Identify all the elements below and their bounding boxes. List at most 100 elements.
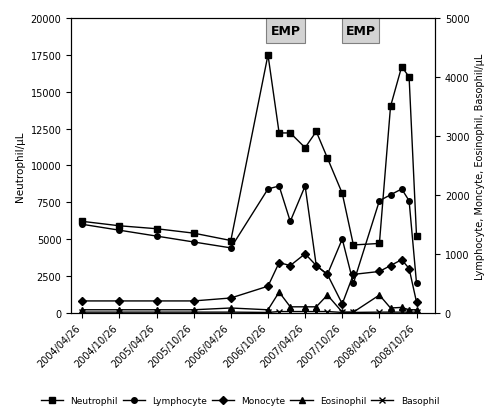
Lymphocyte: [376, 199, 382, 204]
Basophil: [265, 310, 271, 315]
Basophil: [406, 310, 412, 315]
Neutrophil: [398, 65, 404, 70]
Neutrophil: [265, 53, 271, 58]
Lymphocyte: [288, 219, 294, 224]
Lymphocyte: [302, 184, 308, 189]
Monocyte: [406, 266, 412, 271]
Eosinophil: [228, 306, 234, 311]
Monocyte: [398, 258, 404, 263]
Eosinophil: [276, 290, 282, 295]
Line: Neutrophil: Neutrophil: [80, 53, 419, 248]
Neutrophil: [314, 130, 320, 135]
Lymphocyte: [116, 228, 122, 233]
Basophil: [228, 310, 234, 315]
Eosinophil: [324, 293, 330, 298]
Neutrophil: [154, 227, 160, 232]
Monocyte: [288, 263, 294, 268]
Monocyte: [80, 299, 86, 304]
Lymphocyte: [80, 222, 86, 227]
Bar: [266, 19, 305, 44]
Monocyte: [302, 252, 308, 256]
Eosinophil: [350, 310, 356, 315]
Text: EMP: EMP: [346, 25, 376, 38]
Basophil: [116, 310, 122, 315]
Lymphocyte: [314, 263, 320, 268]
Eosinophil: [190, 308, 196, 313]
Eosinophil: [302, 305, 308, 310]
Basophil: [376, 310, 382, 315]
Neutrophil: [414, 234, 420, 239]
Line: Eosinophil: Eosinophil: [80, 290, 419, 315]
Basophil: [398, 310, 404, 315]
Line: Basophil: Basophil: [80, 309, 419, 316]
Y-axis label: Lymphocyte, Moncyte, Eosinophil, Basophil/μL: Lymphocyte, Moncyte, Eosinophil, Basophi…: [475, 53, 485, 279]
Eosinophil: [80, 308, 86, 313]
Monocyte: [324, 272, 330, 277]
Lymphocyte: [406, 199, 412, 204]
Monocyte: [154, 299, 160, 304]
Eosinophil: [314, 305, 320, 310]
Lymphocyte: [228, 246, 234, 251]
Lymphocyte: [340, 237, 345, 242]
Eosinophil: [414, 308, 420, 313]
Neutrophil: [80, 219, 86, 224]
Eosinophil: [376, 293, 382, 298]
Lymphocyte: [190, 240, 196, 245]
Lymphocyte: [265, 187, 271, 192]
Eosinophil: [154, 308, 160, 313]
Neutrophil: [288, 131, 294, 136]
Neutrophil: [350, 243, 356, 248]
Monocyte: [276, 261, 282, 266]
Lymphocyte: [414, 281, 420, 286]
Bar: [342, 19, 380, 44]
Neutrophil: [276, 131, 282, 136]
Eosinophil: [340, 310, 345, 315]
Eosinophil: [288, 305, 294, 310]
Lymphocyte: [398, 187, 404, 192]
Eosinophil: [406, 308, 412, 313]
Basophil: [190, 310, 196, 315]
Basophil: [302, 309, 308, 314]
Monocyte: [340, 301, 345, 306]
Monocyte: [414, 300, 420, 305]
Lymphocyte: [350, 281, 356, 286]
Basophil: [288, 309, 294, 314]
Lymphocyte: [324, 272, 330, 277]
Neutrophil: [340, 191, 345, 196]
Legend: Neutrophil, Lymphocyte, Monocyte, Eosinophil, Basophil: Neutrophil, Lymphocyte, Monocyte, Eosino…: [37, 392, 443, 408]
Monocyte: [350, 272, 356, 277]
Eosinophil: [388, 306, 394, 311]
Basophil: [80, 310, 86, 315]
Monocyte: [388, 263, 394, 268]
Y-axis label: Neutrophil/μL: Neutrophil/μL: [15, 131, 25, 201]
Lymphocyte: [388, 193, 394, 198]
Basophil: [276, 309, 282, 314]
Neutrophil: [324, 156, 330, 161]
Monocyte: [265, 284, 271, 289]
Monocyte: [228, 296, 234, 301]
Neutrophil: [228, 238, 234, 243]
Neutrophil: [406, 75, 412, 80]
Basophil: [324, 309, 330, 314]
Basophil: [314, 309, 320, 314]
Basophil: [414, 310, 420, 315]
Basophil: [350, 310, 356, 315]
Lymphocyte: [276, 184, 282, 189]
Basophil: [340, 310, 345, 315]
Eosinophil: [265, 308, 271, 313]
Monocyte: [314, 263, 320, 268]
Text: EMP: EMP: [270, 25, 300, 38]
Monocyte: [116, 299, 122, 304]
Monocyte: [190, 299, 196, 304]
Monocyte: [376, 269, 382, 274]
Lymphocyte: [154, 234, 160, 239]
Eosinophil: [116, 308, 122, 313]
Neutrophil: [376, 241, 382, 246]
Neutrophil: [302, 146, 308, 151]
Neutrophil: [190, 231, 196, 236]
Eosinophil: [398, 305, 404, 310]
Line: Monocyte: Monocyte: [80, 252, 419, 307]
Neutrophil: [116, 224, 122, 229]
Neutrophil: [388, 104, 394, 109]
Basophil: [388, 310, 394, 315]
